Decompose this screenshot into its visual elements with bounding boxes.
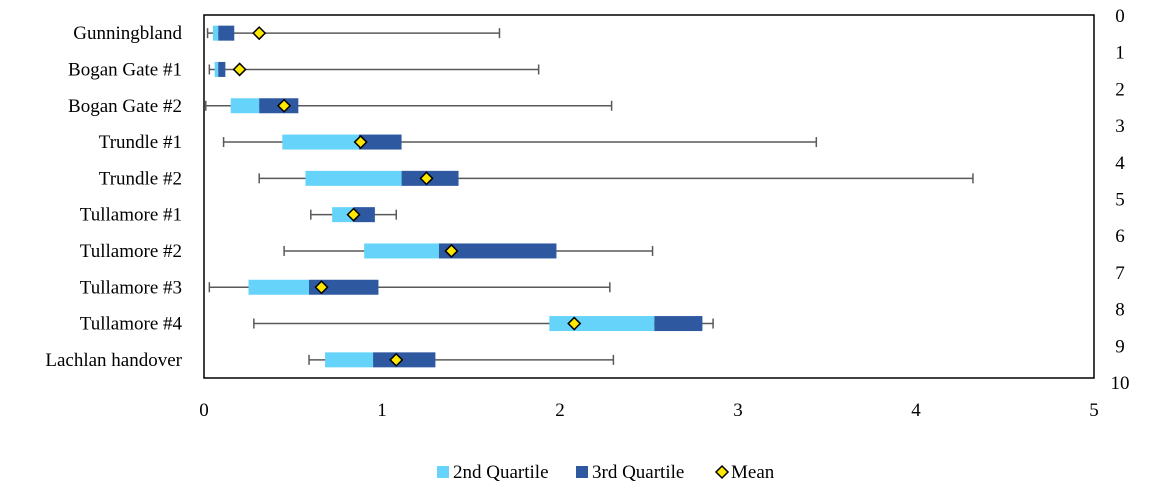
y2-tick-label: 2	[1115, 79, 1125, 100]
means-layer	[232, 26, 582, 367]
box-2nd-quartile	[282, 134, 359, 150]
y2-tick-label: 6	[1115, 226, 1125, 247]
y2-tick-label: 3	[1115, 116, 1125, 137]
mean-marker	[419, 171, 434, 186]
x-tick-label: 1	[377, 400, 387, 421]
mean-marker	[444, 243, 459, 259]
whiskers-layer	[205, 28, 974, 365]
plot-area-frame	[203, 14, 1095, 379]
y2-tick-label: 0	[1115, 6, 1125, 27]
secondary-axis-tick-labels: 0 1 2 3 4 5 6 7 8 9 10	[1111, 6, 1130, 394]
legend-label: 2nd Quartile	[453, 462, 549, 483]
box-3rd-quartile	[218, 61, 226, 77]
mean-marker	[389, 352, 404, 367]
box-3rd-quartile	[218, 25, 235, 41]
legend-swatch	[437, 466, 449, 478]
box-2nd-quartile	[325, 352, 374, 368]
box-3rd-quartile	[438, 243, 557, 259]
box-3rd-quartile	[358, 134, 402, 150]
y2-tick-label: 1	[1115, 43, 1125, 64]
x-tick-label: 3	[733, 400, 743, 421]
category-label: Tullamore #2	[80, 241, 182, 262]
x-tick-label: 5	[1089, 400, 1099, 421]
category-labels: Gunningbland Bogan Gate #1 Bogan Gate #2 Tr…	[45, 23, 182, 371]
legend-label: Mean	[731, 462, 775, 483]
box-3rd-quartile	[373, 352, 436, 368]
y2-tick-label: 7	[1115, 263, 1125, 284]
category-label: Bogan Gate #2	[68, 96, 182, 117]
mean-marker	[567, 316, 582, 331]
mean-marker	[277, 98, 292, 113]
x-tick-label: 0	[199, 400, 209, 421]
y2-tick-label: 9	[1115, 336, 1125, 357]
mean-marker	[314, 280, 329, 295]
mean-marker	[252, 26, 267, 41]
box-2nd-quartile	[230, 98, 260, 114]
box-2nd-quartile	[332, 207, 354, 223]
mean-marker	[232, 62, 247, 77]
category-label: Trundle #2	[99, 168, 182, 189]
x-tick-label: 2	[555, 400, 565, 421]
category-label: Trundle #1	[99, 132, 182, 153]
mean-marker	[353, 134, 368, 150]
x-tick-label: 4	[911, 400, 921, 421]
category-label: Bogan Gate #1	[68, 59, 182, 80]
box-3rd-quartile	[353, 207, 375, 223]
legend: 2nd Quartile 3rd Quartile Mean	[437, 462, 775, 483]
x-axis-tick-labels: 0 1 2 3 4 5	[199, 400, 1099, 421]
y2-tick-label: 5	[1115, 190, 1125, 211]
y2-tick-label: 8	[1115, 300, 1125, 321]
category-label: Tullamore #4	[80, 314, 183, 335]
box-3rd-quartile	[309, 279, 379, 295]
box-2nd-quartile	[248, 279, 310, 295]
y2-tick-label: 4	[1115, 153, 1125, 174]
boxes-layer	[212, 25, 703, 368]
y2-tick-label: 10	[1111, 373, 1130, 394]
box-2nd-quartile	[549, 316, 655, 332]
category-label: Tullamore #3	[80, 277, 182, 298]
category-label: Tullamore #1	[80, 205, 182, 226]
category-label: Lachlan handover	[45, 350, 182, 371]
box-2nd-quartile	[214, 61, 219, 77]
category-label: Gunningbland	[73, 23, 182, 44]
box-2nd-quartile	[212, 25, 219, 41]
legend-label: 3rd Quartile	[592, 462, 684, 483]
legend-mean-marker	[714, 464, 730, 480]
box-2nd-quartile	[305, 170, 402, 186]
box-2nd-quartile	[364, 243, 439, 259]
legend-swatch	[576, 466, 588, 478]
mean-marker	[346, 207, 361, 222]
box-3rd-quartile	[654, 316, 703, 332]
